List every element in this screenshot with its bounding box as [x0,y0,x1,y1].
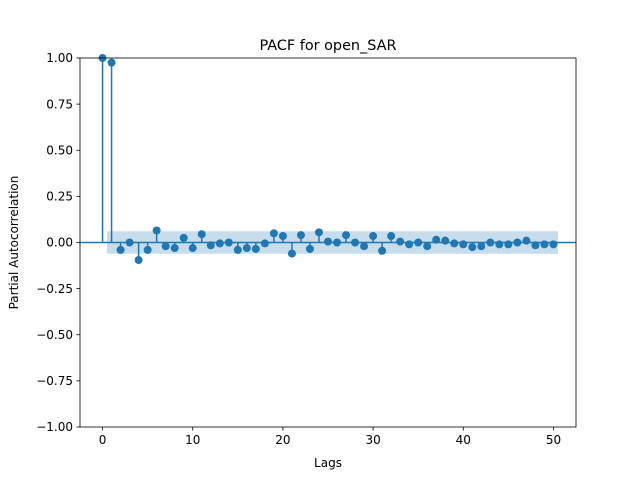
x-tick-label: 20 [275,433,290,447]
x-axis-label: Lags [314,456,342,470]
marker-lag-14 [224,238,233,247]
marker-lag-12 [206,241,215,250]
marker-lag-45 [504,240,513,249]
marker-lag-42 [477,242,486,251]
marker-lag-29 [360,242,369,251]
chart-title: PACF for open_SAR [260,38,397,54]
x-tick-label: 0 [99,433,107,447]
marker-lag-26 [333,238,342,247]
marker-lag-7 [161,242,170,251]
marker-lag-27 [342,231,351,240]
marker-lag-46 [513,238,522,247]
marker-lag-34 [405,240,414,249]
x-tick-label: 50 [546,433,561,447]
y-tick-label: −1.00 [36,420,73,434]
y-tick-label: −0.75 [36,374,73,388]
y-tick-label: −0.50 [36,328,73,342]
marker-lag-13 [215,239,224,248]
marker-lag-30 [369,232,378,241]
x-tick-label: 10 [185,433,200,447]
marker-lag-33 [396,237,405,246]
marker-lag-15 [233,245,242,254]
marker-lag-43 [486,238,495,247]
marker-lag-47 [522,236,531,245]
y-tick-label: 0.75 [46,97,73,111]
marker-lag-36 [423,242,432,251]
marker-lag-17 [251,244,260,253]
marker-lag-18 [260,239,269,248]
marker-lag-3 [125,238,134,247]
marker-lag-31 [378,246,387,255]
x-tick-label: 40 [456,433,471,447]
marker-lag-49 [540,240,549,249]
y-tick-label: 0.50 [46,143,73,157]
marker-lag-24 [314,228,323,237]
x-tick-label: 30 [365,433,380,447]
y-tick-label: 0.25 [46,190,73,204]
marker-lag-19 [269,229,278,238]
marker-lag-50 [549,240,558,249]
marker-lag-20 [278,232,287,241]
marker-lag-9 [179,233,188,242]
y-tick-label: −0.25 [36,282,73,296]
marker-lag-16 [242,244,251,253]
marker-lag-40 [459,240,468,249]
marker-lag-44 [495,240,504,249]
marker-lag-2 [116,245,125,254]
marker-lag-21 [287,249,296,258]
marker-lag-48 [531,241,540,250]
y-tick-label: 0.00 [46,236,73,250]
marker-lag-11 [197,230,206,239]
marker-lag-23 [305,244,314,253]
marker-lag-35 [414,238,423,247]
marker-lag-6 [152,226,161,235]
marker-lag-10 [188,244,197,253]
marker-lag-39 [450,239,459,248]
marker-lag-22 [296,231,305,240]
marker-lag-32 [387,232,396,241]
y-axis-label: Partial Autocorrelation [7,176,21,310]
marker-lag-5 [143,245,152,254]
marker-lag-37 [432,235,441,244]
marker-lag-8 [170,244,179,253]
marker-lag-28 [351,238,360,247]
marker-lag-38 [441,236,450,245]
marker-lag-4 [134,256,143,265]
marker-lag-41 [468,243,477,252]
marker-lag-25 [324,237,332,246]
marker-lag-1 [107,58,116,67]
y-tick-label: 1.00 [46,51,73,65]
